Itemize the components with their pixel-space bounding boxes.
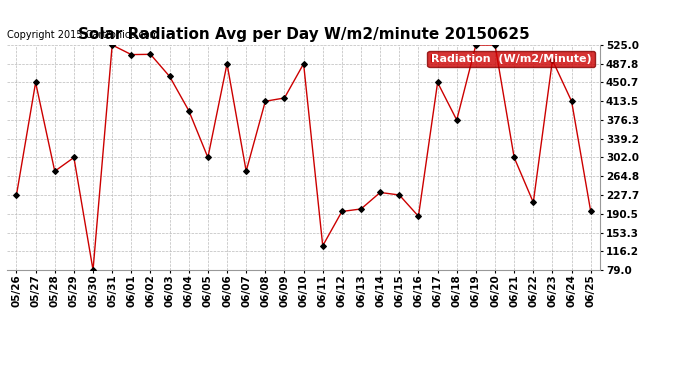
Point (336, 209, 347, 214)
Point (88, 267, 99, 273)
Point (145, 51, 156, 57)
Point (528, 200, 539, 206)
Point (68, 154, 79, 160)
Point (566, 98, 577, 104)
Point (413, 213, 424, 219)
Point (279, 95, 290, 101)
Point (49, 168, 60, 174)
Title: Solar Radiation Avg per Day W/m2/minute 20150625: Solar Radiation Avg per Day W/m2/minute … (78, 27, 529, 42)
Point (241, 168, 252, 174)
Point (375, 189, 386, 195)
Point (107, 42, 118, 48)
Point (30, 80, 41, 86)
Point (547, 57, 558, 63)
Point (355, 206, 366, 212)
Point (298, 61, 309, 67)
Point (126, 52, 137, 58)
Point (202, 154, 213, 160)
Point (509, 154, 520, 160)
Point (394, 192, 405, 198)
Point (471, 42, 482, 48)
Legend: Radiation  (W/m2/Minute): Radiation (W/m2/Minute) (427, 51, 595, 67)
Point (11, 192, 22, 198)
Point (184, 108, 195, 114)
Point (451, 117, 462, 123)
Point (317, 243, 328, 249)
Text: Copyright 2015 Cartronics.com: Copyright 2015 Cartronics.com (7, 30, 159, 40)
Point (489, 42, 500, 48)
Point (585, 209, 596, 214)
Point (432, 80, 443, 86)
Point (260, 98, 271, 104)
Point (221, 61, 233, 67)
Point (164, 74, 175, 80)
